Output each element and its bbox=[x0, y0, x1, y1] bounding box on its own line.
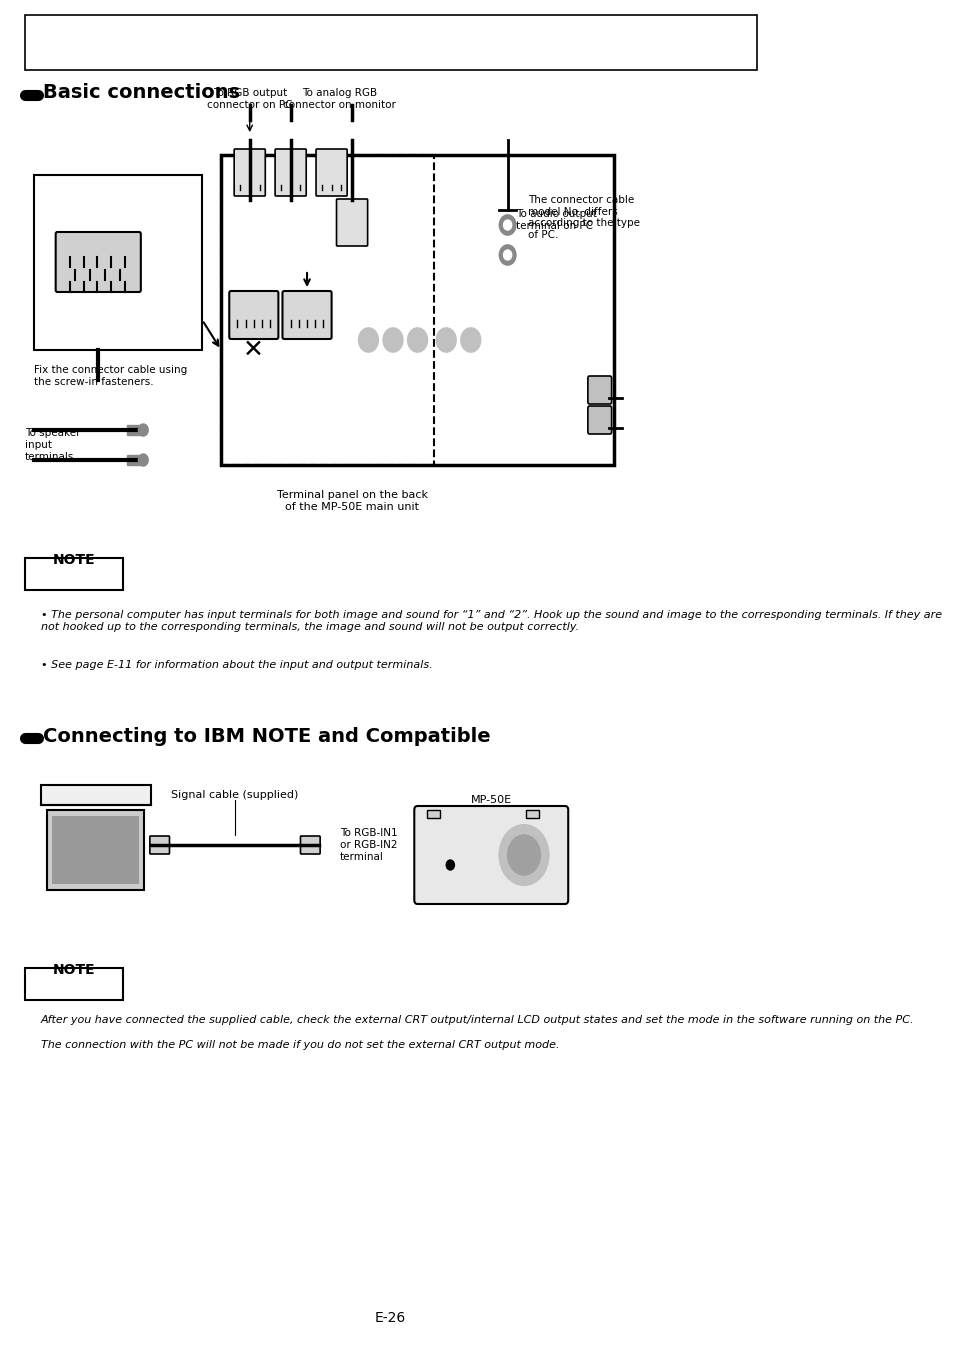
Text: To RGB-IN1
or RGB-IN2
terminal: To RGB-IN1 or RGB-IN2 terminal bbox=[339, 829, 397, 861]
Text: MP-50E: MP-50E bbox=[470, 795, 511, 805]
Bar bbox=[525, 810, 538, 818]
Bar bbox=[221, 155, 434, 465]
Bar bbox=[25, 15, 756, 70]
Bar bbox=[127, 456, 143, 465]
Circle shape bbox=[358, 328, 378, 352]
Circle shape bbox=[507, 834, 539, 875]
Text: • The personal computer has input terminals for both image and sound for “1” and: • The personal computer has input termin… bbox=[41, 611, 941, 632]
FancyBboxPatch shape bbox=[587, 406, 611, 434]
Text: Fix the connector cable using
the screw-in fasteners.: Fix the connector cable using the screw-… bbox=[34, 365, 188, 387]
FancyBboxPatch shape bbox=[300, 836, 320, 855]
Bar bbox=[52, 816, 139, 884]
Circle shape bbox=[446, 860, 454, 869]
FancyBboxPatch shape bbox=[55, 232, 141, 293]
Circle shape bbox=[499, 214, 516, 235]
Text: The connection with the PC will not be made if you do not set the external CRT o: The connection with the PC will not be m… bbox=[41, 1041, 558, 1050]
Text: • See page E-11 for information about the input and output terminals.: • See page E-11 for information about th… bbox=[41, 661, 432, 670]
Circle shape bbox=[503, 249, 511, 260]
Bar bbox=[25, 558, 123, 590]
Circle shape bbox=[499, 245, 516, 266]
Text: Basic connections: Basic connections bbox=[43, 84, 239, 102]
FancyBboxPatch shape bbox=[233, 150, 265, 195]
Circle shape bbox=[138, 454, 148, 466]
Circle shape bbox=[499, 825, 548, 886]
Circle shape bbox=[407, 328, 427, 352]
Bar bbox=[221, 155, 614, 465]
FancyBboxPatch shape bbox=[229, 291, 278, 338]
FancyBboxPatch shape bbox=[414, 806, 568, 905]
Text: To RGB output
connector on PC: To RGB output connector on PC bbox=[207, 89, 293, 111]
FancyBboxPatch shape bbox=[315, 150, 347, 195]
Text: To speaker
input
terminals: To speaker input terminals bbox=[25, 429, 80, 461]
Text: ✕: ✕ bbox=[243, 338, 264, 363]
Circle shape bbox=[503, 220, 511, 231]
Circle shape bbox=[436, 328, 456, 352]
FancyBboxPatch shape bbox=[282, 291, 332, 338]
Bar bbox=[25, 968, 123, 1000]
Bar bbox=[41, 785, 151, 805]
Circle shape bbox=[460, 328, 480, 352]
Bar bbox=[34, 175, 202, 350]
FancyBboxPatch shape bbox=[587, 376, 611, 404]
Text: The connector cable
model No. differs
according to the type
of PC.: The connector cable model No. differs ac… bbox=[528, 195, 639, 240]
Text: After you have connected the supplied cable, check the external CRT output/inter: After you have connected the supplied ca… bbox=[41, 1015, 914, 1024]
Text: Connecting to IBM NOTE and Compatible: Connecting to IBM NOTE and Compatible bbox=[43, 727, 490, 745]
FancyBboxPatch shape bbox=[150, 836, 170, 855]
Text: Terminal panel on the back
of the MP-50E main unit: Terminal panel on the back of the MP-50E… bbox=[276, 491, 427, 512]
Text: To analog RGB
connector on monitor: To analog RGB connector on monitor bbox=[283, 89, 395, 111]
Bar bbox=[127, 425, 143, 435]
FancyBboxPatch shape bbox=[336, 200, 367, 245]
Text: To audio output
terminal on PC: To audio output terminal on PC bbox=[516, 209, 596, 231]
Text: NOTE: NOTE bbox=[52, 553, 95, 568]
Text: Signal cable (supplied): Signal cable (supplied) bbox=[172, 790, 298, 799]
Bar bbox=[48, 810, 144, 890]
Circle shape bbox=[138, 425, 148, 435]
Circle shape bbox=[383, 328, 402, 352]
Text: E-26: E-26 bbox=[375, 1312, 406, 1325]
FancyBboxPatch shape bbox=[274, 150, 306, 195]
Text: NOTE: NOTE bbox=[52, 962, 95, 977]
Bar bbox=[427, 810, 440, 818]
